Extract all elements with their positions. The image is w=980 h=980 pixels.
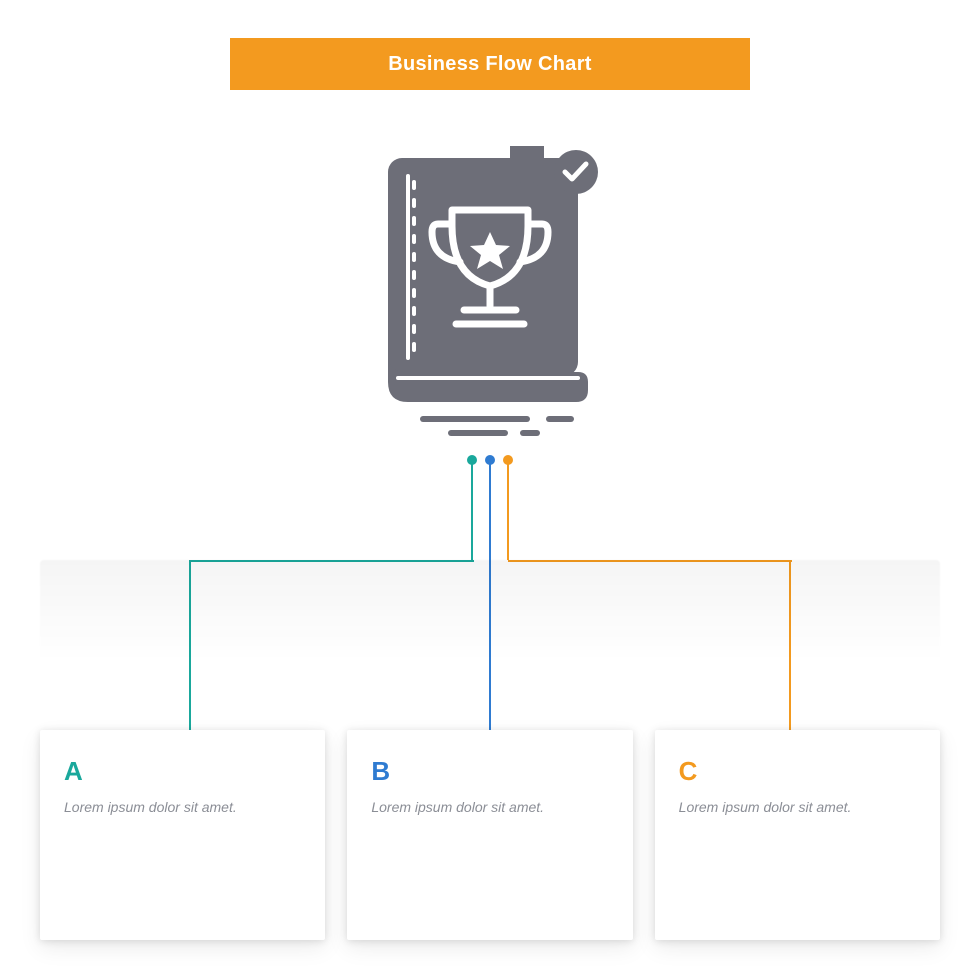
card-c-body: Lorem ipsum dolor sit amet. (679, 797, 916, 818)
card-b-letter: B (371, 756, 608, 787)
header-title: Business Flow Chart (388, 53, 592, 76)
panel-shadow (40, 560, 940, 730)
card-b-body: Lorem ipsum dolor sit amet. (371, 797, 608, 818)
card-c-letter: C (679, 756, 916, 787)
card-a: A Lorem ipsum dolor sit amet. (40, 730, 325, 940)
card-a-body: Lorem ipsum dolor sit amet. (64, 797, 301, 818)
trophy-book-icon (360, 140, 620, 440)
card-c: C Lorem ipsum dolor sit amet. (655, 730, 940, 940)
card-b: B Lorem ipsum dolor sit amet. (347, 730, 632, 940)
header-bar: Business Flow Chart (230, 38, 750, 90)
card-a-letter: A (64, 756, 301, 787)
card-row: A Lorem ipsum dolor sit amet. B Lorem ip… (40, 730, 940, 940)
